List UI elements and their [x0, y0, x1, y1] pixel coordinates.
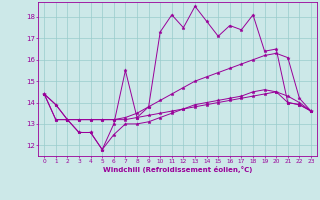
X-axis label: Windchill (Refroidissement éolien,°C): Windchill (Refroidissement éolien,°C): [103, 166, 252, 173]
